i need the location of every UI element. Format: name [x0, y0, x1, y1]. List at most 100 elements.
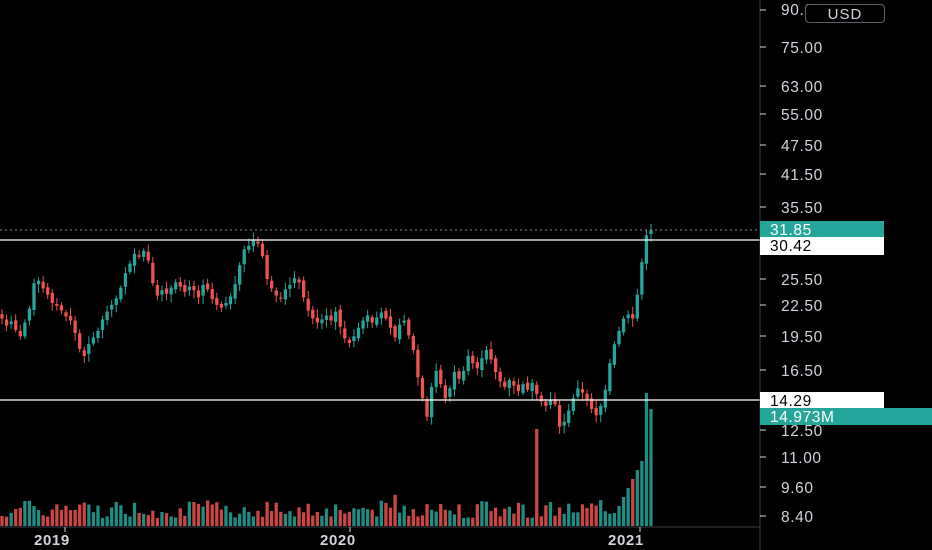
volume-bar — [9, 512, 13, 526]
candle-body — [137, 255, 141, 257]
volume-bar — [164, 513, 169, 526]
volume-bar — [260, 516, 265, 526]
volume-bar — [612, 513, 617, 526]
candle-body — [302, 280, 306, 298]
candle-body — [471, 355, 475, 364]
candle-body — [429, 386, 434, 418]
volume-bar — [365, 509, 370, 526]
volume-bar — [617, 506, 621, 526]
candle-body — [224, 302, 228, 306]
candle-body — [306, 298, 310, 311]
candle-body — [567, 410, 571, 424]
candle-body — [544, 401, 548, 406]
volume-bar — [4, 516, 9, 526]
candle-body — [452, 372, 457, 390]
candle-body — [46, 287, 50, 295]
volume-bar — [206, 500, 210, 526]
volume-bar — [114, 501, 118, 526]
candle-body — [571, 398, 575, 412]
lower-level-label: 14.29 — [770, 393, 812, 410]
candle-body — [297, 279, 301, 283]
candle-body — [434, 370, 438, 387]
currency-button[interactable]: USD — [805, 4, 885, 23]
candle-body — [480, 358, 484, 371]
candle-body — [119, 287, 123, 300]
volume-bar — [311, 515, 315, 526]
volume-bar — [238, 513, 242, 526]
volume-tag: 14.973M — [760, 408, 932, 426]
y-tick-label: 8.40 — [781, 509, 814, 526]
volume-bar — [283, 513, 288, 526]
volume-label: 14.973M — [770, 409, 835, 426]
upper-level-tag: 30.42 — [760, 237, 884, 255]
volume-bar — [18, 507, 22, 526]
volume-bar — [347, 511, 351, 526]
volume-bar — [96, 505, 100, 526]
volume-bar — [516, 502, 521, 526]
candle-body — [160, 290, 164, 295]
volume-bar — [461, 517, 466, 526]
volume-bar — [621, 497, 626, 526]
candle-body — [333, 311, 338, 323]
volume-bar — [589, 503, 594, 526]
candle-body — [4, 319, 9, 326]
candle-body — [155, 284, 160, 296]
candle-body — [557, 405, 562, 427]
volume-bar — [407, 515, 411, 526]
candle-body — [516, 384, 521, 392]
volume-bar — [251, 516, 256, 526]
candle-body — [388, 316, 393, 328]
candle-body — [576, 388, 580, 397]
volume-bar — [352, 508, 356, 526]
lower-level-tag: 14.29 — [760, 392, 884, 410]
volume-bar — [475, 504, 479, 526]
volume-bar — [155, 517, 160, 526]
candle-body — [580, 389, 585, 393]
candle-body — [196, 290, 201, 298]
candle-body — [242, 249, 246, 265]
volume-bar — [36, 509, 41, 526]
volume-bar — [562, 513, 566, 526]
candle-body — [55, 304, 59, 306]
candle-body — [594, 407, 598, 416]
candle-body — [507, 380, 511, 389]
candle-body — [493, 358, 498, 373]
candle-body — [365, 315, 370, 322]
candle-body — [640, 262, 644, 295]
candle-body — [9, 321, 13, 325]
volume-bar — [512, 513, 516, 526]
candle-body — [521, 384, 525, 393]
volume-bar — [402, 505, 406, 526]
candle-body — [411, 335, 415, 350]
candle-body — [608, 363, 612, 392]
volume-bar — [233, 517, 237, 526]
volume-bar — [356, 509, 361, 526]
candle-body — [32, 283, 36, 310]
candle-body — [142, 250, 146, 257]
volume-bar — [270, 510, 274, 526]
y-tick-label: 55.00 — [781, 107, 823, 124]
candle-body — [347, 339, 351, 344]
volume-bar — [160, 511, 164, 526]
candle-body — [484, 349, 489, 360]
volume-bar — [521, 504, 525, 526]
candle-body — [621, 318, 626, 333]
volume-bar — [489, 511, 493, 526]
candle-body — [649, 230, 653, 235]
candle-body — [635, 294, 639, 319]
candle-body — [457, 371, 461, 379]
candle-body — [288, 284, 292, 289]
candle-body — [110, 304, 114, 310]
candle-body — [324, 315, 329, 320]
volume-bar — [23, 501, 27, 526]
candle-body — [36, 280, 41, 285]
volume-bar — [183, 515, 187, 526]
volume-bar — [379, 500, 383, 526]
volume-bar — [603, 511, 607, 526]
volume-bar — [274, 502, 278, 526]
volume-bar — [196, 503, 201, 526]
candle-body — [539, 395, 543, 402]
volume-bar — [50, 509, 54, 526]
volume-bar — [178, 508, 182, 526]
volume-bar — [416, 516, 420, 526]
